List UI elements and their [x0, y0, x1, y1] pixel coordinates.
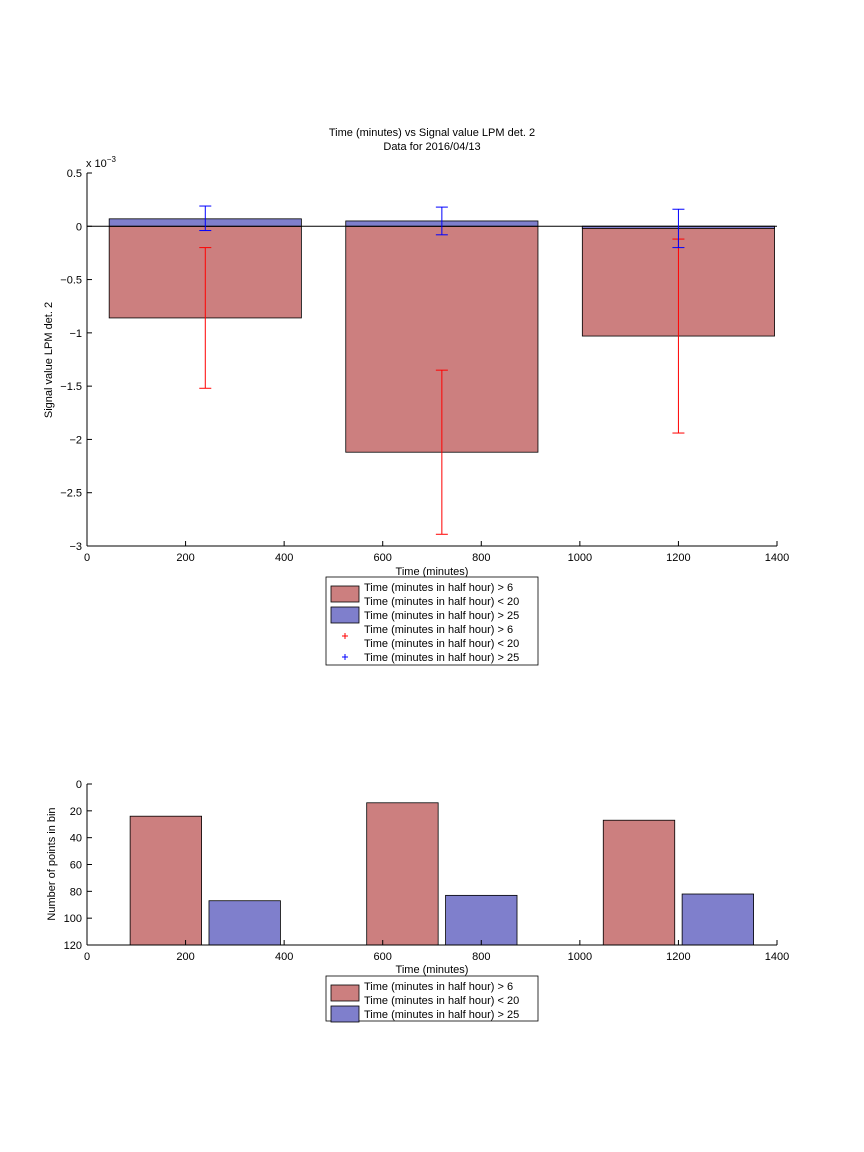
chart1-exponent: x 10−3: [86, 155, 116, 170]
chart1-legend-item-4: Time (minutes in half hour) > 25: [342, 652, 519, 664]
chart2-xtick-label: 200: [176, 951, 194, 963]
chart2-bar-s1-2: [366, 802, 439, 946]
chart1-errorbar-s1-2: [435, 369, 448, 535]
legend-swatch: [330, 1005, 360, 1023]
chart1-ytick-label: −2: [69, 434, 82, 446]
chart1-xtick-label: 200: [176, 552, 194, 564]
legend-label: Time (minutes in half hour) < 20: [364, 995, 519, 1007]
chart1-xtick-label: 1200: [666, 552, 690, 564]
chart1-legend-item-1: Time (minutes in half hour) > 6 Time (min…: [330, 582, 519, 608]
chart1-xtick-label: 800: [472, 552, 490, 564]
chart1-xtick-label: 400: [275, 552, 293, 564]
chart2-ylabel: Number of points in bin: [46, 807, 58, 920]
chart1-ytick-label: −0.5: [60, 275, 82, 287]
chart2-ytick-label: 0: [76, 779, 82, 791]
chart1-subtitle: Data for 2016/04/13: [383, 141, 480, 153]
chart2-xtick-label: 1000: [568, 951, 592, 963]
chart-signal-value: Time (minutes) vs Signal value LPM det. …: [43, 127, 789, 666]
legend-label: Time (minutes in half hour) > 6: [364, 981, 513, 993]
chart2-bar-s2-1: [208, 900, 281, 946]
legend-swatch: [330, 606, 360, 624]
chart2-xtick-label: 1400: [765, 951, 789, 963]
chart2-bar-s2-2: [445, 894, 518, 946]
chart2-legend-item-2: Time (minutes in half hour) > 25: [330, 1005, 519, 1023]
chart2-xtick-label: 400: [275, 951, 293, 963]
chart2-bar-s1-1: [129, 815, 202, 946]
chart1-xtick-label: 600: [374, 552, 392, 564]
chart1-legend-item-3: Time (minutes in half hour) > 6 Time (min…: [342, 624, 519, 650]
chart2-ytick-label: 120: [64, 940, 82, 952]
chart2-xtick-label: 1200: [666, 951, 690, 963]
legend-swatch: [330, 984, 360, 1002]
chart1-plot-area: 0 200 400 600 800 1000 1200 1400 0.5 0 −0.5 −1 −1.5 −…: [60, 168, 789, 564]
legend-label: Time (minutes in half hour) > 25: [364, 652, 519, 664]
chart1-ytick-label: −1: [69, 328, 82, 340]
chart1-title: Time (minutes) vs Signal value LPM det. …: [329, 127, 535, 139]
chart1-errorbar-s2-3: [672, 208, 685, 249]
chart2-xtick-label: 600: [374, 951, 392, 963]
chart2-plot-area: 0 200 400 600 800 1000 1200 1400 0 20 40 60 80 100 120: [64, 779, 790, 963]
chart-points-in-bin: 0 200 400 600 800 1000 1200 1400 0 20 40 60 80 100 120…: [46, 779, 790, 1023]
chart1-xtick-label: 1400: [765, 552, 789, 564]
chart1-errorbar-s2-2: [435, 206, 448, 236]
chart1-xlabel: Time (minutes): [396, 566, 469, 578]
chart2-ytick-label: 20: [70, 806, 82, 818]
chart2-legend-box: [325, 975, 539, 1022]
chart1-ytick-label: −3: [69, 541, 82, 553]
legend-marker: [342, 654, 348, 660]
chart1-legend-box: [325, 576, 539, 666]
chart1-ylabel: Signal value LPM det. 2: [43, 302, 55, 418]
chart1-exponent-power: −3: [107, 155, 117, 164]
chart1-ytick-label: 0: [76, 221, 82, 233]
chart2-bar-s1-3: [602, 819, 676, 946]
chart2-xtick-label: 800: [472, 951, 490, 963]
chart2-ytick-label: 40: [70, 833, 82, 845]
legend-label: Time (minutes in half hour) > 6: [364, 582, 513, 594]
chart1-legend-item-2: Time (minutes in half hour) > 25: [330, 606, 519, 624]
chart2-ytick-label: 100: [64, 913, 82, 925]
chart1-errorbar-s2-1: [199, 205, 212, 232]
chart2-ytick-label: 80: [70, 886, 82, 898]
legend-label: Time (minutes in half hour) > 25: [364, 610, 519, 622]
chart1-errorbar-s1-1: [199, 247, 212, 389]
chart2-legend: Time (minutes in half hour) > 6 Time (min…: [325, 975, 539, 1023]
chart1-exponent-base: x 10: [86, 158, 107, 170]
legend-label: Time (minutes in half hour) > 25: [364, 1009, 519, 1021]
chart2-bar-s2-3: [681, 893, 754, 946]
chart1-xtick-label: 0: [84, 552, 90, 564]
chart2-legend-item-1: Time (minutes in half hour) > 6 Time (min…: [330, 981, 519, 1007]
legend-marker: [342, 633, 348, 639]
chart1-legend: Time (minutes in half hour) > 6 Time (min…: [325, 576, 539, 666]
legend-label: Time (minutes in half hour) < 20: [364, 638, 519, 650]
chart2-xlabel: Time (minutes): [396, 964, 469, 976]
legend-label: Time (minutes in half hour) < 20: [364, 596, 519, 608]
legend-label: Time (minutes in half hour) > 6: [364, 624, 513, 636]
chart2-xtick-label: 0: [84, 951, 90, 963]
chart1-ytick-label: 0.5: [67, 168, 82, 180]
chart2-ytick-label: 60: [70, 860, 82, 872]
legend-swatch: [330, 585, 360, 603]
chart1-xtick-label: 1000: [568, 552, 592, 564]
chart1-ytick-label: −1.5: [60, 381, 82, 393]
chart1-ytick-label: −2.5: [60, 488, 82, 500]
